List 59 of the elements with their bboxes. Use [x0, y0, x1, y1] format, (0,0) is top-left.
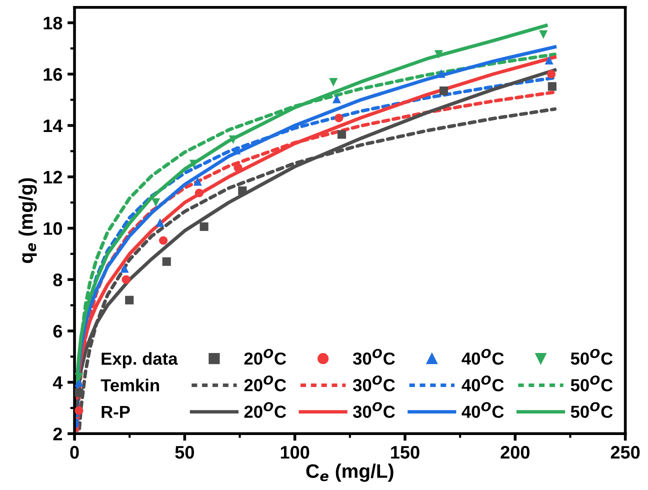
- point: [234, 163, 242, 172]
- point: [332, 94, 341, 104]
- point: [539, 30, 548, 39]
- point: [548, 82, 556, 91]
- point: [434, 50, 443, 59]
- point: [334, 114, 344, 122]
- legend-label: 50$^{O}$C: [570, 375, 613, 392]
- legend-label: 40$^{O}$C: [462, 375, 504, 392]
- y-tick-label: 12: [44, 170, 62, 184]
- annotation: R-P: [102, 406, 130, 418]
- point: [544, 56, 554, 65]
- legend-label: 40$^{O}$C: [462, 348, 504, 365]
- point: [74, 406, 84, 415]
- point: [125, 296, 134, 304]
- point: [439, 86, 448, 96]
- legend-label: 20$^{O}$C: [244, 348, 286, 365]
- annotation: Exp. data: [102, 352, 178, 368]
- x-tick-label: 200: [500, 446, 530, 459]
- point: [329, 78, 338, 87]
- legend-label: 50$^{O}$C: [570, 402, 613, 418]
- point: [194, 188, 204, 198]
- y-tick-label: 18: [44, 16, 62, 30]
- point: [74, 388, 84, 397]
- point: [547, 70, 556, 78]
- x-tick-label: 0: [70, 446, 79, 459]
- y-tick-label: 4: [52, 376, 63, 389]
- legend-label: 30$^{O}$C: [352, 402, 395, 418]
- legend-label: 40$^{O}$C: [462, 402, 504, 418]
- point: [152, 198, 160, 207]
- y-tick-label: 14: [44, 120, 63, 132]
- point: [200, 222, 208, 231]
- point: [156, 218, 164, 227]
- annotation: Temkin: [100, 378, 159, 392]
- y-tick-label: 16: [44, 68, 62, 81]
- x-axis-title: C$_{e}$ (mg/L): [306, 464, 394, 482]
- point: [122, 275, 130, 284]
- legend-label: 50$^{O}$C: [570, 348, 613, 365]
- legend-label: 20$^{O}$C: [244, 402, 286, 418]
- y-tick-label: 2: [53, 428, 62, 440]
- y-tick-label: 10: [44, 222, 62, 235]
- x-tick-label: 50: [175, 446, 194, 459]
- y-tick-label: 8: [53, 274, 62, 286]
- point: [162, 257, 171, 266]
- point: [74, 372, 84, 382]
- point: [232, 146, 241, 154]
- x-tick-label: 250: [610, 446, 640, 459]
- point: [193, 177, 202, 186]
- y-tick-label: 6: [53, 324, 62, 338]
- point: [228, 135, 238, 144]
- point: [120, 264, 129, 273]
- legend-label: 30$^{O}$C: [352, 348, 395, 365]
- legend-label: 20$^{O}$C: [244, 375, 286, 392]
- legend-label: 30$^{O}$C: [352, 375, 395, 392]
- point: [337, 130, 346, 139]
- x-tick-label: 100: [280, 446, 310, 459]
- point: [159, 236, 168, 245]
- point: [238, 186, 247, 195]
- y-axis-title: q$_{e}$ (mg/g): [18, 178, 37, 264]
- x-tick-label: 150: [391, 446, 420, 459]
